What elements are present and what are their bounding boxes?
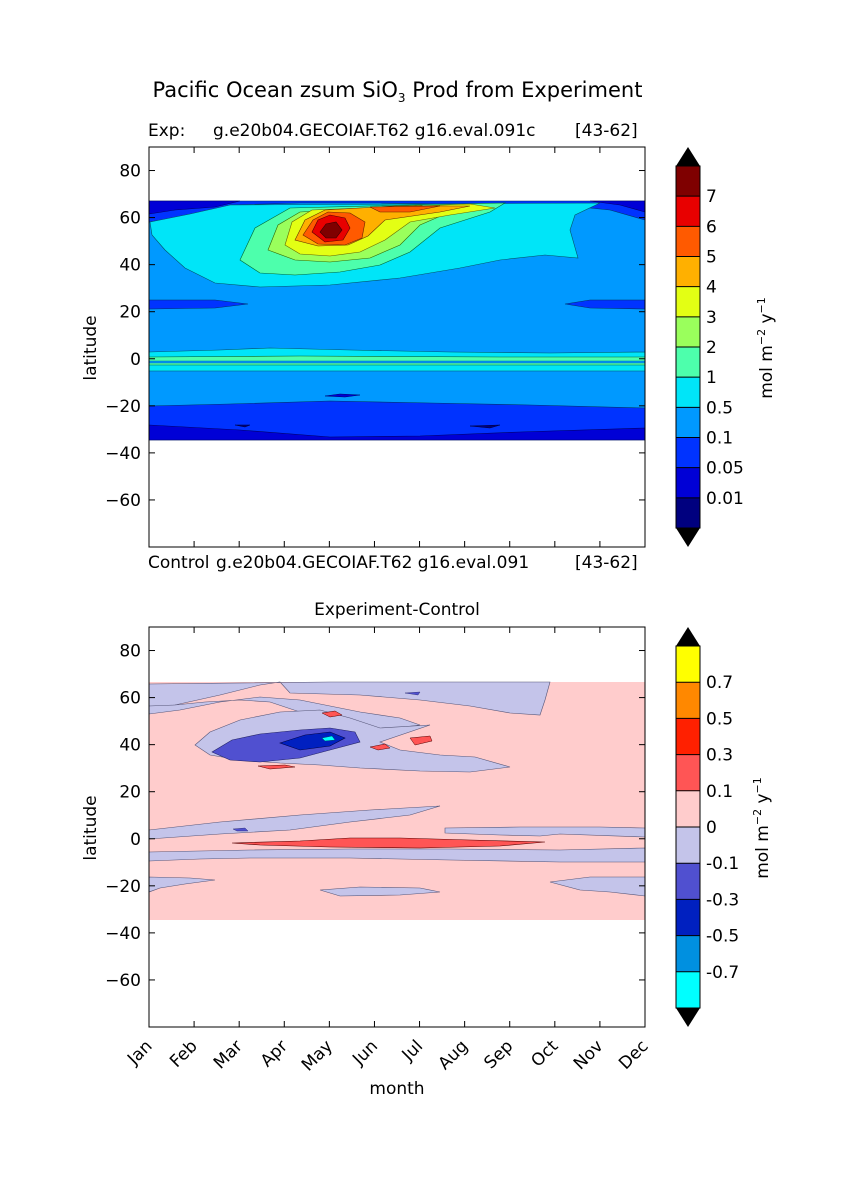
colorbar-tick-label: 0.3 <box>706 746 733 766</box>
top-ylabel: latitude <box>81 315 101 380</box>
colorbar-swatch <box>676 437 700 468</box>
x-tick-label: Nov <box>570 1036 608 1074</box>
y-tick-label: −20 <box>105 397 141 417</box>
x-tick-label: Jun <box>348 1036 382 1070</box>
x-tick-label: Aug <box>435 1036 473 1074</box>
colorbar-swatch <box>676 316 700 347</box>
bottom-ylabel: latitude <box>81 795 101 860</box>
y-tick-label: −40 <box>105 924 141 944</box>
y-tick-label: 40 <box>119 736 141 756</box>
colorbar-swatch <box>676 407 700 438</box>
colorbar-swatch <box>676 790 700 827</box>
y-tick-label: 80 <box>119 162 141 182</box>
colorbar-swatch <box>676 718 700 755</box>
colorbar-tick-label: -0.1 <box>706 854 739 874</box>
colorbar-swatch <box>676 196 700 227</box>
colorbar-tick-label: 0.5 <box>706 709 733 729</box>
bottom-contour-fill <box>149 681 645 920</box>
y-tick-label: 80 <box>119 642 141 662</box>
colorbar-tick-label: 0.1 <box>706 429 733 449</box>
colorbar-tick-label: 0.01 <box>706 489 744 509</box>
x-tick-label: Jan <box>123 1036 156 1069</box>
colorbar-swatch <box>676 467 700 498</box>
x-tick-label: Mar <box>210 1036 247 1073</box>
y-tick-label: −20 <box>105 877 141 897</box>
top-contour-fill <box>149 200 645 441</box>
top-panel-title-mid: g.e20b04.GECOIAF.T62 g16.eval.091c <box>213 121 536 141</box>
colorbar-tick-label: 6 <box>706 217 717 237</box>
colorbar-swatch <box>676 935 700 972</box>
y-tick-label: 20 <box>119 303 141 323</box>
colorbar-tick-label: 0.05 <box>706 459 744 479</box>
y-tick-label: −60 <box>105 491 141 511</box>
colorbar-tick-label: 2 <box>706 338 717 358</box>
colorbar-tick-label: -0.5 <box>706 927 739 947</box>
y-tick-label: 20 <box>119 783 141 803</box>
bottom-panel-title-right: [43-62] <box>575 553 638 573</box>
y-tick-label: −60 <box>105 971 141 991</box>
top-panel-title-left: Exp: <box>148 121 186 141</box>
colorbar-swatch <box>676 347 700 378</box>
y-tick-label: 60 <box>119 689 141 709</box>
colorbar-swatch <box>676 646 700 683</box>
colorbar-extend-max <box>676 627 700 646</box>
top-colorbar-label: mol m−2 y−1 <box>755 297 777 399</box>
y-tick-label: 40 <box>119 256 141 276</box>
colorbar-swatch <box>676 497 700 528</box>
top-colorbar: 0.01 0.05 0.1 0.5 1 2 3 4 5 6 7 <box>675 147 744 547</box>
bottom-panel-title-mid: g.e20b04.GECOIAF.T62 g16.eval.091 <box>216 553 530 573</box>
top-axes: 80 60 40 20 0 −20 −40 −60 <box>105 147 646 547</box>
colorbar-swatch <box>676 166 700 197</box>
top-plot-frame <box>148 146 646 548</box>
colorbar-tick-label: -0.7 <box>706 963 739 983</box>
colorbar-swatch <box>676 971 700 1008</box>
colorbar-swatch <box>676 754 700 791</box>
bottom-colorbar-label: mol m−2 y−1 <box>751 777 773 879</box>
colorbar-swatch <box>676 377 700 408</box>
colorbar-tick-label: 7 <box>706 187 717 207</box>
colorbar-tick-label: 0 <box>706 818 717 838</box>
x-tick-label: Sep <box>480 1036 517 1073</box>
bottom-panel-title-left: Control <box>148 553 210 573</box>
colorbar-tick-label: -0.3 <box>706 890 739 910</box>
colorbar-tick-label: 1 <box>706 368 717 388</box>
y-tick-label: 0 <box>130 350 141 370</box>
bottom-xlabel: month <box>369 1079 424 1099</box>
colorbar-extend-min <box>676 528 700 547</box>
colorbar-tick-label: 5 <box>706 248 717 268</box>
bottom-colorbar: -0.7 -0.5 -0.3 -0.1 0 0.1 0.3 0.5 0.7 <box>675 627 739 1027</box>
colorbar-swatch <box>676 682 700 719</box>
x-tick-label: Oct <box>527 1036 562 1071</box>
y-tick-label: 0 <box>130 830 141 850</box>
colorbar-tick-label: 3 <box>706 308 717 328</box>
x-tick-label: Feb <box>166 1036 201 1071</box>
x-tick-label: Apr <box>257 1036 292 1071</box>
colorbar-swatch <box>676 256 700 287</box>
colorbar-tick-label: 4 <box>706 278 717 298</box>
colorbar-swatch <box>676 899 700 936</box>
bottom-panel-title-center: Experiment-Control <box>314 600 480 620</box>
colorbar-tick-label: 0.7 <box>706 673 733 693</box>
colorbar-swatch <box>676 226 700 257</box>
x-tick-label: Dec <box>615 1036 652 1073</box>
colorbar-swatch <box>676 827 700 864</box>
x-tick-label: Jul <box>398 1036 427 1065</box>
colorbar-extend-min <box>676 1008 700 1027</box>
top-panel-title-right: [43-62] <box>575 121 638 141</box>
colorbar-swatch <box>676 286 700 317</box>
colorbar-tick-label: 0.5 <box>706 398 733 418</box>
y-tick-label: −40 <box>105 444 141 464</box>
figure-title: Pacific Ocean zsum SiO3 Prod from Experi… <box>152 78 643 106</box>
x-tick-label: May <box>298 1036 337 1075</box>
colorbar-swatch <box>676 863 700 900</box>
bottom-plot-frame <box>148 626 646 1028</box>
colorbar-extend-max <box>676 147 700 166</box>
colorbar-tick-label: 0.1 <box>706 782 733 802</box>
y-tick-label: 60 <box>119 209 141 229</box>
